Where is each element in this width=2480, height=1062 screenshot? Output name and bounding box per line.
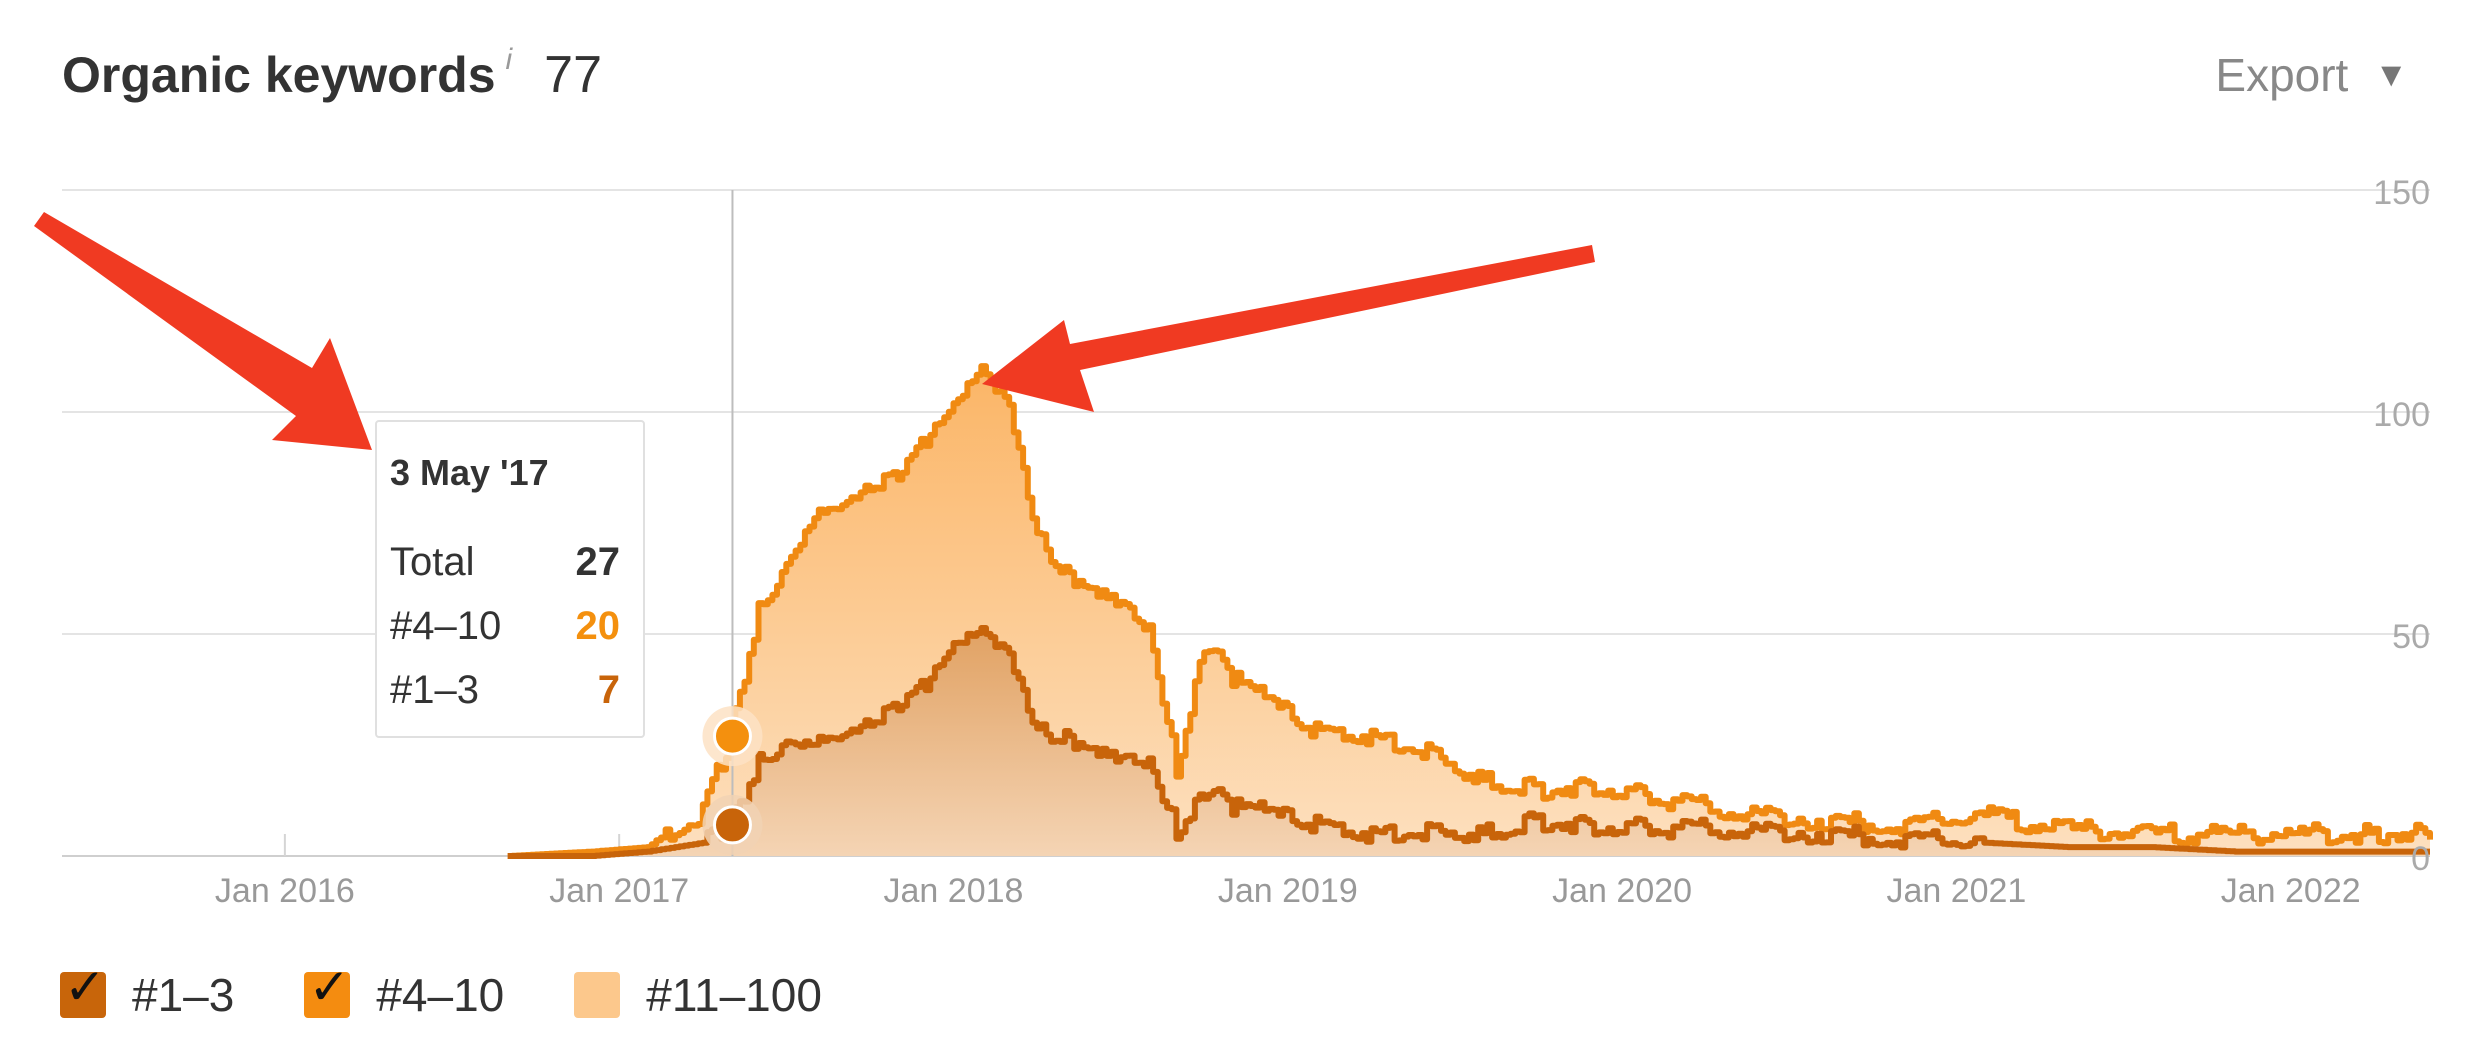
- tooltip-value: 7: [597, 668, 620, 712]
- annotation-arrow-left: [34, 212, 372, 450]
- keyword-count: 77: [544, 46, 603, 104]
- chart-tooltip: 3 May '17 Total 27 #4–10 20 #1–3 7: [375, 420, 645, 738]
- hover-cursor: [702, 190, 763, 856]
- legend-checkbox[interactable]: ✓: [60, 959, 106, 1018]
- x-tick-label: Jan 2020: [1552, 872, 1692, 910]
- tooltip-value: 20: [575, 604, 621, 648]
- legend-item-11-100[interactable]: #11–100: [574, 968, 822, 1022]
- caret-down-icon: ▼: [2374, 56, 2408, 94]
- axis-labels: 0 50 100 150 Jan 2016 Jan 2017 Jan 2018 Jan 201…: [215, 174, 2430, 910]
- legend-item-4-10[interactable]: ✓ #4–10: [304, 959, 505, 1022]
- legend-checkbox[interactable]: [574, 972, 621, 1018]
- info-icon[interactable]: i: [505, 43, 513, 76]
- tooltip-value: 27: [575, 540, 621, 584]
- series-lines: [507, 363, 2433, 859]
- x-tick-label: Jan 2017: [549, 872, 689, 910]
- tooltip-label: #1–3: [390, 668, 479, 712]
- legend-label: #11–100: [646, 969, 822, 1021]
- data-point-4-10: [712, 716, 752, 756]
- x-tick-label: Jan 2022: [2221, 872, 2361, 910]
- series-area-1-3: [507, 628, 2431, 856]
- x-tick-label: Jan 2018: [884, 872, 1024, 910]
- annotation-arrows: [34, 212, 1595, 450]
- chart-header: Organic keywords i 77: [62, 38, 602, 118]
- chart-legend: ✓ #1–3 ✓ #4–10 #11–100: [60, 959, 892, 1022]
- annotation-arrow-right: [982, 245, 1595, 412]
- data-point-1-3: [712, 805, 752, 845]
- tooltip-label: Total: [390, 540, 475, 584]
- y-tick-label: 100: [2373, 396, 2430, 434]
- series-line-1-3: [507, 625, 2430, 859]
- chart-title: Organic keywords: [62, 47, 496, 103]
- legend-checkbox[interactable]: ✓: [304, 959, 351, 1018]
- export-label: Export: [2215, 49, 2349, 101]
- legend-item-1-3[interactable]: ✓ #1–3: [60, 959, 235, 1022]
- legend-label: #4–10: [376, 969, 505, 1021]
- checkmark-icon: ✓: [64, 959, 106, 1015]
- export-button[interactable]: Export ▼: [2215, 38, 2408, 112]
- y-tick-label: 150: [2373, 174, 2430, 212]
- y-tick-label: 0: [2411, 840, 2430, 878]
- legend-label: #1–3: [132, 969, 235, 1021]
- tooltip-label: #4–10: [390, 604, 502, 648]
- checkmark-icon: ✓: [308, 959, 351, 1015]
- tooltip-row-4-10: #4–10 20: [390, 604, 620, 649]
- y-tick-label: 50: [2392, 618, 2430, 656]
- tooltip-date: 3 May '17: [390, 452, 549, 493]
- x-tick-label: Jan 2021: [1886, 872, 2026, 910]
- x-tick-label: Jan 2016: [215, 872, 355, 910]
- series-areas: [507, 366, 2431, 856]
- series-line-4-10: [507, 363, 2433, 859]
- x-tick-label: Jan 2019: [1218, 872, 1358, 910]
- tooltip-row-1-3: #1–3 7: [390, 668, 620, 713]
- tooltip-row-total: Total 27: [390, 540, 620, 585]
